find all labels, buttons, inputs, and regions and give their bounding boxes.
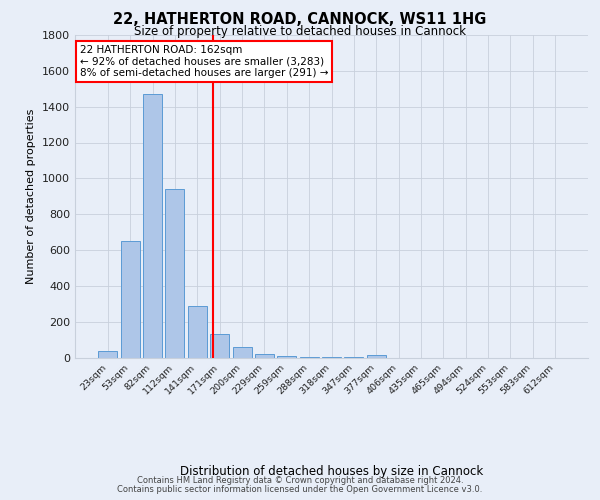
Bar [233, 347, 251, 358]
Bar [322, 357, 341, 358]
Bar [166, 189, 184, 358]
Bar [277, 356, 296, 358]
Bar [188, 306, 207, 358]
Bar [98, 350, 118, 358]
Bar [210, 334, 229, 357]
X-axis label: Distribution of detached houses by size in Cannock: Distribution of detached houses by size … [180, 466, 483, 478]
Y-axis label: Number of detached properties: Number of detached properties [26, 108, 37, 284]
Bar [143, 94, 162, 358]
Text: Size of property relative to detached houses in Cannock: Size of property relative to detached ho… [134, 25, 466, 38]
Text: 22 HATHERTON ROAD: 162sqm
← 92% of detached houses are smaller (3,283)
8% of sem: 22 HATHERTON ROAD: 162sqm ← 92% of detac… [80, 44, 329, 78]
Text: Contains HM Land Registry data © Crown copyright and database right 2024.: Contains HM Land Registry data © Crown c… [137, 476, 463, 485]
Bar [299, 356, 319, 358]
Text: 22, HATHERTON ROAD, CANNOCK, WS11 1HG: 22, HATHERTON ROAD, CANNOCK, WS11 1HG [113, 12, 487, 28]
Bar [255, 354, 274, 358]
Bar [367, 355, 386, 358]
Text: Contains public sector information licensed under the Open Government Licence v3: Contains public sector information licen… [118, 484, 482, 494]
Bar [121, 242, 140, 358]
